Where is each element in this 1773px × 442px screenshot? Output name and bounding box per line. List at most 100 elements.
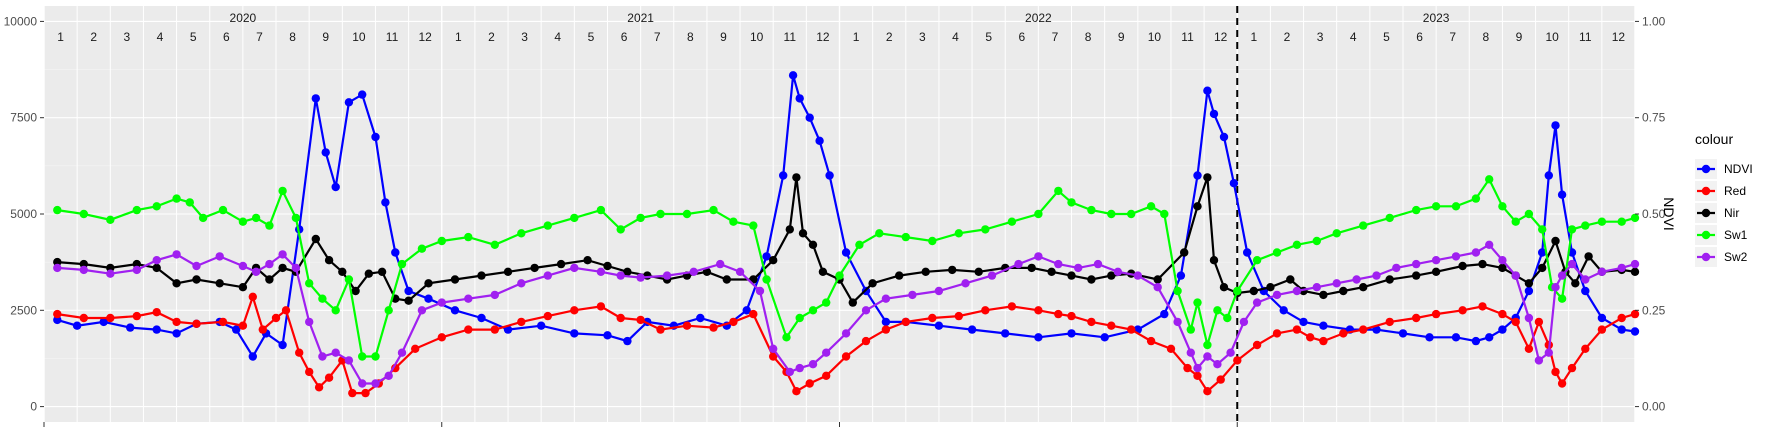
month-label: 7 [654,30,661,44]
data-point [79,259,89,269]
data-point [1067,329,1076,338]
data-point [623,336,632,346]
data-point [901,317,910,327]
data-point [1001,329,1010,338]
data-point [1498,263,1507,273]
data-point [749,309,758,319]
data-point [921,267,930,276]
data-point [841,248,851,257]
data-point [311,234,320,244]
data-point [364,269,373,278]
data-point [1630,327,1640,336]
month-label: 12 [1214,30,1228,44]
data-point [1007,217,1017,226]
data-point [517,229,526,238]
data-point [1193,298,1202,307]
data-point [656,325,665,334]
data-point [1498,309,1507,319]
legend-label: Sw2 [1724,250,1748,264]
data-point [1213,360,1222,369]
data-point [321,148,330,157]
data-point [291,263,301,273]
data-point [1557,379,1567,388]
data-point [1524,209,1534,219]
data-point [696,313,705,323]
data-point [623,267,632,276]
data-point [769,256,778,265]
year-label: 2021 [627,11,654,25]
data-point [974,267,983,276]
data-point [1252,256,1262,265]
data-point [1597,267,1607,276]
data-point [106,215,115,224]
right-tick-label: 0.75 [1642,111,1666,125]
data-point [1226,348,1235,357]
data-point [1093,259,1103,269]
data-point [1538,225,1547,234]
data-point [1485,333,1494,342]
data-point [1567,225,1577,234]
data-point [1458,261,1467,271]
month-label: 6 [1416,30,1423,44]
month-label: 2 [886,30,893,44]
legend-key-point [1701,186,1711,196]
month-label: 5 [190,30,197,44]
data-point [152,263,161,273]
data-point [1054,186,1063,196]
data-point [570,329,579,338]
data-point [1319,336,1328,346]
data-point [1485,175,1494,184]
data-point [152,256,161,265]
data-point [172,279,181,288]
data-point [424,279,433,288]
data-point [656,209,665,219]
data-point [1249,286,1259,296]
data-point [132,259,141,269]
data-point [232,325,241,334]
data-point [1544,171,1554,180]
data-point [1233,356,1242,365]
data-point [1471,336,1481,346]
data-point [822,298,831,307]
data-point [424,294,433,303]
data-point [1193,363,1202,373]
data-point [1272,248,1282,257]
data-point [172,329,181,338]
data-point [795,313,804,323]
data-point [1581,221,1590,230]
left-tick-label: 10000 [4,14,38,28]
left-tick-label: 7500 [10,111,37,125]
data-point [344,275,354,284]
data-point [1332,229,1341,238]
data-point [1534,317,1544,327]
data-point [450,275,460,284]
data-point [1557,271,1567,280]
series-line [57,243,1636,385]
data-point [53,315,62,325]
axes: 0 2500 5000 7500 10000 0.00 0.25 0.50 0.75 1.00 [4,14,1666,427]
data-point [1524,279,1534,288]
data-point [1292,240,1302,249]
data-point [861,336,871,346]
month-label: 3 [124,30,131,44]
data-point [291,213,301,223]
data-point [344,98,354,107]
data-point [384,306,393,315]
data-point [808,240,818,249]
data-point [954,311,963,321]
data-point [1193,202,1202,211]
data-point [543,311,552,321]
data-point [314,383,324,392]
data-point [1478,302,1487,311]
data-point [1385,317,1394,327]
data-point [358,379,367,388]
data-point [1034,333,1043,342]
left-tick-label: 0 [30,400,37,414]
data-point [192,319,201,328]
data-point [192,275,201,284]
legend-title: colour [1695,131,1733,147]
data-point [636,213,645,223]
data-point [1034,252,1043,261]
data-point [172,250,181,259]
data-point [805,379,814,388]
